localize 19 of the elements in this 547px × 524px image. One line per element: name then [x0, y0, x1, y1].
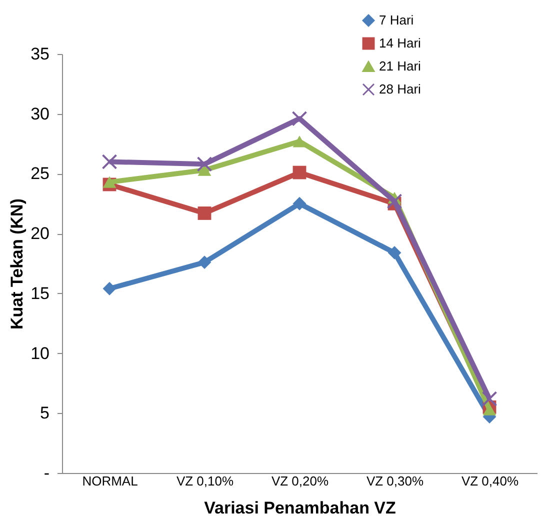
y-tick-label: 25	[30, 164, 50, 184]
legend-label: 7 Hari	[379, 12, 414, 28]
y-tick-label: 10	[30, 344, 50, 363]
legend-label: 28 Hari	[379, 82, 422, 96]
x-tick-label: VZ 0,20%	[271, 474, 329, 488]
legend-label: 14 Hari	[379, 36, 422, 50]
x-axis-title: Variasi Penambahan VZ	[204, 498, 396, 518]
x-tick-label: VZ 0,40%	[461, 474, 519, 488]
y-tick-label: -	[44, 464, 50, 482]
x-tick-label: VZ 0,10%	[176, 474, 234, 488]
y-tick-label: 20	[30, 224, 50, 244]
y-tick-label: 30	[30, 104, 50, 124]
y-tick-label: 15	[30, 284, 50, 303]
x-tick-label: VZ 0,30%	[366, 474, 424, 488]
x-tick-label: NORMAL	[82, 474, 138, 488]
y-axis-title: Kuat Tekan (KN)	[8, 198, 27, 330]
y-tick-label: 5	[40, 404, 50, 423]
y-tick-label: 35	[30, 44, 50, 64]
legend-label: 21 Hari	[379, 58, 422, 74]
